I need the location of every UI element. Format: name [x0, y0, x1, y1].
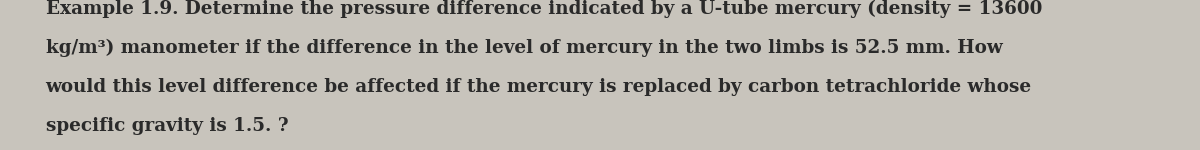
- Text: Example 1.9. Determine the pressure difference indicated by a U-tube mercury (de: Example 1.9. Determine the pressure diff…: [46, 0, 1042, 18]
- Text: kg/m³) manometer if the difference in the level of mercury in the two limbs is 5: kg/m³) manometer if the difference in th…: [46, 39, 1002, 57]
- Text: specific gravity is 1.5. ?: specific gravity is 1.5. ?: [46, 117, 288, 135]
- Text: would this level difference be affected if the mercury is replaced by carbon tet: would this level difference be affected …: [46, 78, 1032, 96]
